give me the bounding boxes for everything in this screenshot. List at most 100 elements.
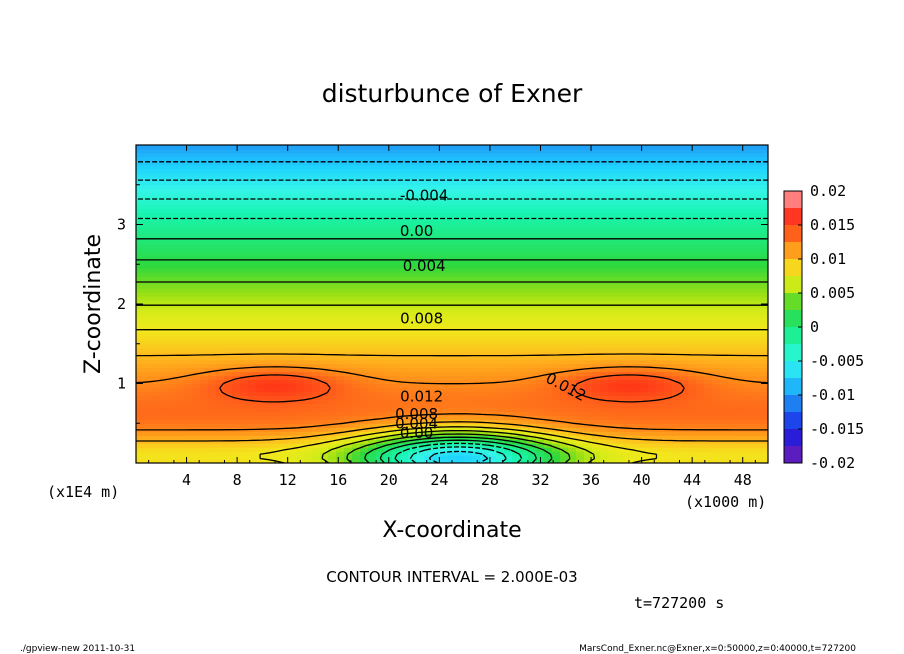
field-cell — [280, 431, 289, 436]
field-cell — [552, 248, 561, 253]
field-cell — [392, 224, 401, 230]
field-cell — [464, 300, 473, 305]
field-cell — [280, 367, 289, 373]
field-cell — [336, 411, 345, 416]
field-cell — [416, 343, 425, 349]
field-cell — [352, 423, 361, 428]
field-cell — [504, 315, 513, 321]
field-cell — [224, 220, 233, 226]
field-cell — [592, 248, 601, 253]
field-cell — [400, 304, 409, 309]
field-cell — [496, 224, 505, 230]
field-cell — [488, 391, 497, 397]
field-cell — [584, 447, 593, 452]
field-cell — [208, 284, 217, 289]
field-cell — [224, 307, 233, 313]
field-cell — [376, 339, 385, 345]
field-cell — [528, 224, 537, 230]
field-cell — [248, 208, 257, 214]
field-cell — [752, 431, 761, 436]
field-cell — [488, 371, 497, 377]
field-cell — [720, 256, 729, 261]
field-cell — [272, 272, 281, 277]
field-cell — [320, 427, 329, 432]
field-cell — [656, 419, 665, 424]
field-cell — [488, 296, 497, 301]
field-cell — [680, 240, 689, 245]
field-cell — [168, 359, 177, 365]
field-cell — [176, 379, 185, 385]
field-cell — [696, 232, 705, 238]
field-cell — [392, 315, 401, 321]
field-cell — [248, 252, 257, 257]
field-cell — [552, 224, 561, 230]
field-cell — [680, 264, 689, 269]
field-cell — [432, 367, 441, 373]
field-cell — [680, 300, 689, 305]
field-cell — [520, 455, 529, 460]
field-cell — [624, 339, 633, 345]
field-cell — [264, 407, 273, 412]
field-cell — [736, 407, 745, 412]
field-cell — [744, 288, 753, 293]
field-cell — [192, 459, 201, 463]
field-cell — [760, 395, 768, 401]
field-cell — [152, 375, 161, 381]
field-cell — [592, 292, 601, 297]
field-cell — [216, 315, 225, 321]
field-cell — [744, 387, 753, 393]
field-cell — [528, 288, 537, 293]
field-cell — [736, 395, 745, 401]
field-cell — [216, 232, 225, 238]
field-cell — [488, 307, 497, 313]
field-cell — [728, 300, 737, 305]
field-cell — [592, 411, 601, 416]
field-cell — [240, 439, 249, 444]
field-cell — [216, 355, 225, 361]
field-cell — [336, 415, 345, 420]
field-cell — [528, 256, 537, 261]
field-cell — [520, 395, 529, 401]
field-cell — [656, 367, 665, 373]
field-cell — [544, 419, 553, 424]
field-cell — [344, 228, 353, 234]
field-cell — [480, 304, 489, 309]
field-cell — [352, 284, 361, 289]
field-cell — [568, 383, 577, 389]
field-cell — [640, 232, 649, 238]
chart-title: disturbunce of Exner — [322, 79, 583, 108]
field-cell — [664, 256, 673, 261]
field-cell — [152, 359, 161, 365]
field-cell — [584, 304, 593, 309]
field-cell — [584, 284, 593, 289]
field-cell — [632, 248, 641, 253]
field-cell — [480, 391, 489, 397]
field-cell — [496, 232, 505, 238]
field-cell — [584, 387, 593, 393]
field-cell — [368, 399, 377, 404]
field-cell — [504, 419, 513, 424]
field-cell — [744, 315, 753, 321]
field-cell — [144, 268, 153, 273]
field-cell — [304, 407, 313, 412]
field-cell — [160, 379, 169, 385]
field-cell — [192, 304, 201, 309]
field-cell — [248, 335, 257, 341]
field-cell — [160, 208, 169, 214]
field-cell — [496, 343, 505, 349]
field-cell — [392, 355, 401, 361]
field-cell — [584, 407, 593, 412]
field-cell — [160, 347, 169, 353]
field-cell — [576, 407, 585, 412]
field-cell — [624, 395, 633, 401]
field-cell — [600, 232, 609, 238]
field-cell — [456, 455, 465, 460]
field-cell — [384, 224, 393, 230]
field-cell — [176, 431, 185, 436]
field-cell — [424, 252, 433, 257]
field-cell — [608, 307, 617, 313]
field-cell — [688, 315, 697, 321]
field-cell — [272, 220, 281, 226]
field-cell — [136, 375, 145, 381]
field-cell — [328, 339, 337, 345]
